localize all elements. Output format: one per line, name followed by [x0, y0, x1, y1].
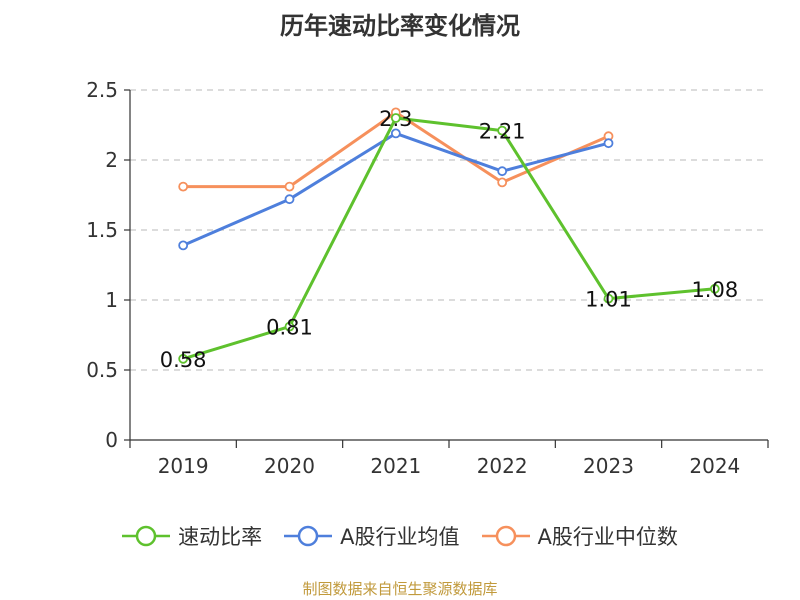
grid-lines	[130, 89, 768, 371]
data-point	[497, 125, 508, 136]
series-line	[182, 131, 609, 247]
legend-swatch-industry-mean	[284, 525, 333, 547]
data-point	[390, 113, 401, 123]
series-points	[178, 107, 720, 364]
y-tick-label: 0	[105, 428, 118, 452]
data-point	[178, 181, 189, 192]
series-line	[182, 116, 715, 361]
source-note: 制图数据来自恒生聚源数据库	[302, 580, 498, 598]
legend-label-quick-ratio: 速动比率	[178, 525, 263, 549]
legend-swatch-quick-ratio	[122, 525, 171, 547]
y-tick-label: 0.5	[86, 358, 118, 382]
data-point	[390, 128, 401, 139]
data-label: 0.81	[266, 316, 313, 340]
x-tick-label: 2019	[158, 454, 209, 478]
data-label: 1.01	[585, 288, 632, 312]
data-point	[497, 166, 508, 177]
data-label: 1.08	[691, 278, 738, 302]
data-point	[284, 194, 295, 205]
legend-item-industry-mean[interactable]: A股行业均值	[284, 521, 460, 551]
data-label: 0.58	[160, 348, 207, 372]
x-tick-label: 2020	[264, 454, 315, 478]
x-tick-label: 2023	[583, 454, 634, 478]
legend-swatch-industry-median	[481, 525, 530, 547]
data-point	[178, 353, 189, 364]
data-labels: 0.58 0.81 2.3 2.21 1.01 1.08	[160, 107, 738, 372]
legend-label-industry-mean: A股行业均值	[340, 525, 460, 549]
data-point	[284, 181, 295, 192]
data-point	[603, 293, 614, 304]
x-tick-label: 2021	[370, 454, 421, 478]
chart-title: 历年速动比率变化情况	[280, 12, 520, 40]
data-point	[178, 240, 189, 251]
data-point	[284, 321, 295, 332]
legend-label-industry-median: A股行业中位数	[537, 525, 678, 549]
data-label: 2.21	[479, 120, 526, 144]
y-tick-label: 1	[105, 288, 118, 312]
y-tick-label: 1.5	[86, 218, 118, 242]
data-point	[603, 138, 614, 149]
data-label: 2.3	[379, 107, 412, 131]
axes: 0 0.5 1 1.5 2 2.5 2019 2020 2021 2022 2023 2024	[86, 78, 769, 478]
y-tick-label: 2	[105, 148, 118, 172]
legend: 速动比率 A股行业均值 A股行业中位数	[0, 521, 800, 551]
series-lines	[182, 110, 715, 361]
x-tick-label: 2022	[477, 454, 528, 478]
legend-item-industry-median[interactable]: A股行业中位数	[481, 521, 678, 551]
y-tick-label: 2.5	[86, 78, 118, 102]
legend-item-quick-ratio[interactable]: 速动比率	[122, 521, 262, 551]
x-tick-label: 2024	[689, 454, 740, 478]
data-point	[709, 283, 720, 294]
data-point	[497, 177, 508, 188]
